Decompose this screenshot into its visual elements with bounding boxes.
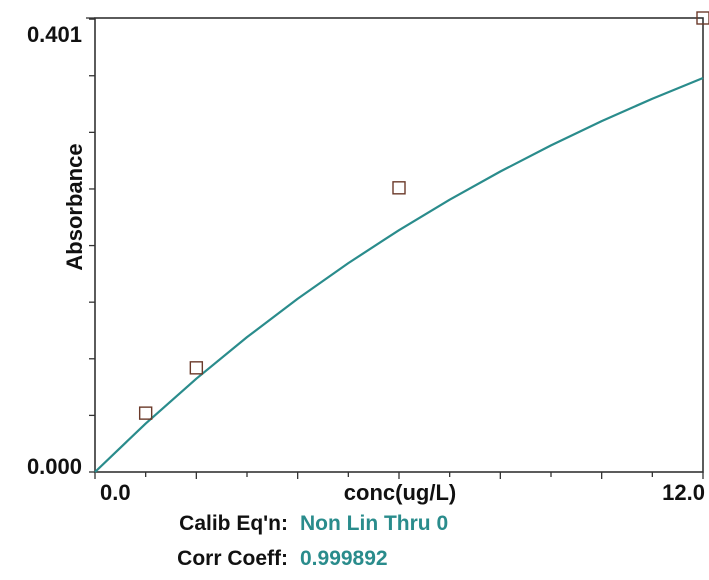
axis-ticks xyxy=(86,17,704,479)
standard-point-marker xyxy=(138,406,153,420)
standard-point-marker xyxy=(189,361,204,375)
calib-equation-row: Calib Eq'n: Non Lin Thru 0 xyxy=(0,512,709,540)
standard-point-marker xyxy=(696,11,709,25)
corr-coeff-label: Corr Coeff: xyxy=(177,547,288,570)
calib-equation-value: Non Lin Thru 0 xyxy=(300,512,449,535)
y-axis-title: Absorbance xyxy=(62,143,87,270)
axis-labels: 0.401 0.000 0.0 12.0 conc(ug/L) Absorban… xyxy=(27,22,705,505)
y-tick-label-min: 0.000 xyxy=(27,454,82,479)
x-tick-label-max: 12.0 xyxy=(662,480,705,505)
corr-coeff-row: Corr Coeff: 0.999892 xyxy=(0,547,709,575)
corr-coeff-value: 0.999892 xyxy=(300,547,388,570)
calibration-curve-layer xyxy=(94,76,704,473)
calibration-curve-line xyxy=(94,76,704,473)
standard-point-marker xyxy=(392,181,406,195)
plot-frame xyxy=(94,17,704,473)
calib-equation-label: Calib Eq'n: xyxy=(179,512,288,535)
plot-area-border xyxy=(94,17,704,473)
standard-markers-layer xyxy=(138,11,709,420)
x-tick-label-min: 0.0 xyxy=(100,480,131,505)
x-axis-title: conc(ug/L) xyxy=(344,480,456,505)
y-tick-label-max: 0.401 xyxy=(27,22,82,47)
